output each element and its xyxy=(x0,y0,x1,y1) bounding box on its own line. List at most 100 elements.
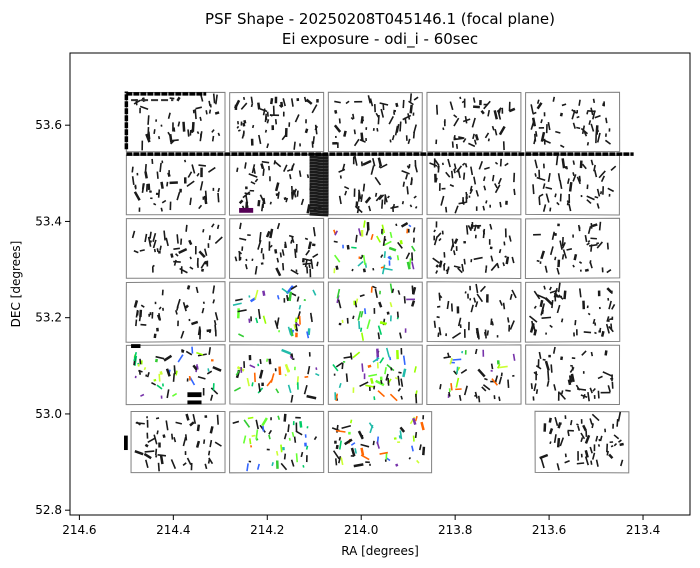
psf-whisker xyxy=(568,181,573,192)
psf-whisker xyxy=(530,383,533,390)
psf-whisker xyxy=(453,370,458,375)
psf-whisker xyxy=(530,121,535,130)
psf-whisker xyxy=(443,355,452,359)
psf-whisker xyxy=(559,180,563,190)
psf-whisker xyxy=(606,287,613,294)
psf-whisker xyxy=(313,436,318,441)
psf-whisker xyxy=(214,441,222,447)
psf-whisker xyxy=(533,329,538,336)
psf-whisker xyxy=(156,384,163,390)
psf-whisker xyxy=(274,119,278,125)
bleed-whisker xyxy=(309,155,329,160)
psf-whisker xyxy=(436,232,442,238)
psf-whisker xyxy=(295,453,299,463)
psf-whisker xyxy=(589,262,593,269)
psf-whisker xyxy=(300,451,304,458)
psf-whisker xyxy=(594,114,601,119)
psf-whisker xyxy=(554,193,557,198)
psf-whisker xyxy=(592,387,596,392)
psf-whisker xyxy=(251,382,254,387)
ccd-chip xyxy=(524,91,621,153)
psf-whisker xyxy=(214,312,219,321)
psf-whisker xyxy=(484,132,490,139)
psf-whisker xyxy=(233,386,241,392)
psf-whisker xyxy=(360,132,364,141)
psf-whisker xyxy=(397,241,403,249)
psf-whisker xyxy=(414,431,418,439)
psf-whisker xyxy=(491,321,494,326)
psf-whisker xyxy=(541,309,544,315)
psf-whisker xyxy=(162,434,166,439)
psf-whisker xyxy=(291,236,295,244)
psf-whisker xyxy=(344,185,350,190)
psf-whisker xyxy=(288,291,293,302)
psf-whisker xyxy=(584,234,588,243)
psf-whisker xyxy=(236,125,240,129)
psf-whisker xyxy=(462,172,466,180)
psf-whisker xyxy=(576,176,581,185)
psf-whisker xyxy=(467,224,472,231)
psf-whisker xyxy=(186,180,195,188)
psf-whisker xyxy=(595,125,599,135)
psf-whisker xyxy=(316,261,319,267)
psf-whisker xyxy=(314,125,318,131)
psf-whisker xyxy=(338,440,342,450)
psf-whisker xyxy=(402,368,407,378)
psf-whisker xyxy=(489,223,493,230)
psf-whisker xyxy=(208,347,212,355)
psf-whisker xyxy=(158,373,161,382)
saturated-block xyxy=(131,344,141,349)
psf-whisker xyxy=(295,430,303,436)
psf-whisker xyxy=(139,105,149,110)
ccd-chip xyxy=(525,154,621,216)
ccd-chip xyxy=(426,91,522,153)
psf-whisker xyxy=(353,129,356,135)
psf-whisker xyxy=(502,302,506,310)
psf-whisker xyxy=(402,114,412,121)
chip-outline xyxy=(525,344,621,405)
psf-whisker xyxy=(199,116,202,122)
ccd-chip xyxy=(426,217,522,280)
psf-whisker xyxy=(594,195,599,199)
psf-whisker xyxy=(595,459,599,467)
psf-whisker xyxy=(450,244,454,252)
psf-whisker xyxy=(271,462,274,467)
psf-whisker xyxy=(258,383,261,393)
psf-whisker xyxy=(368,205,372,212)
psf-whisker xyxy=(377,332,381,340)
psf-whisker xyxy=(435,264,440,268)
psf-whisker xyxy=(151,381,157,386)
psf-whisker xyxy=(268,429,273,435)
psf-whisker xyxy=(357,260,364,267)
psf-whisker xyxy=(289,328,294,337)
psf-whisker xyxy=(562,249,567,259)
psf-whisker xyxy=(602,371,613,377)
psf-whisker xyxy=(429,162,438,167)
psf-whisker xyxy=(401,201,405,205)
psf-whisker xyxy=(380,254,384,258)
psf-whisker xyxy=(383,251,386,259)
psf-whisker xyxy=(140,304,145,308)
psf-whisker xyxy=(263,197,266,205)
psf-whisker xyxy=(437,165,440,173)
psf-whisker xyxy=(394,376,398,380)
psf-whisker xyxy=(551,231,555,241)
psf-whisker xyxy=(156,430,159,435)
psf-whisker xyxy=(189,256,192,260)
plot-area xyxy=(124,91,634,474)
psf-whisker xyxy=(360,447,365,456)
psf-whisker xyxy=(149,231,152,239)
psf-whisker xyxy=(416,459,420,464)
psf-whisker xyxy=(344,438,353,446)
psf-whisker xyxy=(243,119,247,124)
psf-whisker xyxy=(214,111,220,115)
psf-whisker xyxy=(133,191,141,201)
psf-whisker xyxy=(576,423,579,426)
psf-whisker xyxy=(382,235,386,246)
psf-whisker xyxy=(449,101,454,111)
psf-whisker xyxy=(338,455,342,464)
psf-whisker xyxy=(209,426,214,434)
psf-whisker xyxy=(397,375,401,386)
saturated-block xyxy=(124,435,128,451)
psf-whisker xyxy=(553,384,557,391)
